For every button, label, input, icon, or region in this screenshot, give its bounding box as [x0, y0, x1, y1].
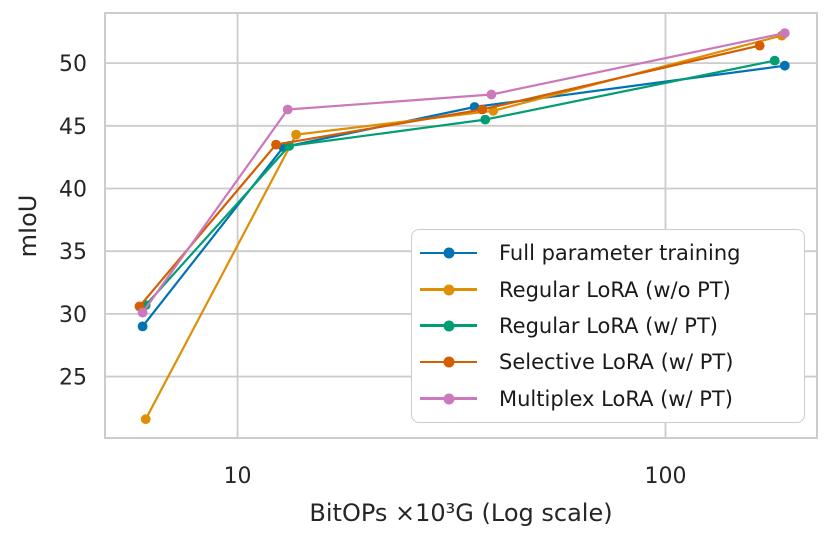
y-tick-label: 45 [59, 115, 87, 140]
y-tick-label: 50 [59, 52, 87, 77]
data-point-marker [140, 414, 151, 425]
legend-label: Multiplex LoRA (w/ PT) [499, 386, 733, 411]
legend-line-marker-icon [420, 356, 477, 369]
data-point-marker [477, 104, 488, 115]
x-axis-label: BitOPs ×10³G (Log scale) [309, 499, 613, 527]
y-tick-label: 25 [59, 366, 87, 391]
legend-label: Full parameter training [499, 241, 741, 266]
legend: Full parameter training Regular LoRA (w/o… [411, 229, 805, 423]
data-point-marker [282, 104, 293, 115]
data-point-marker [480, 114, 491, 125]
series-line [144, 59, 776, 307]
data-point-marker [271, 139, 281, 150]
legend-line-marker-icon [420, 247, 477, 260]
legend-item: Regular LoRA (w/o PT) [420, 278, 798, 302]
series-line [138, 44, 761, 308]
data-point-marker [137, 321, 148, 332]
plot-frame [104, 12, 818, 439]
y-tick-label: 40 [59, 178, 87, 203]
y-tick-label: 35 [59, 240, 87, 265]
data-point-marker [291, 129, 301, 140]
x-tick-label: 100 [644, 464, 686, 489]
data-point-marker [779, 28, 790, 38]
legend-label: Selective LoRA (w/ PT) [499, 350, 734, 375]
legend-line-marker-icon [420, 283, 477, 296]
y-axis-label: mIoU [14, 194, 42, 258]
data-point-marker [769, 55, 780, 66]
legend-label: Regular LoRA (w/ PT) [499, 313, 718, 338]
legend-line-marker-icon [420, 392, 477, 405]
data-point-marker [779, 60, 790, 71]
legend-item: Regular LoRA (w/ PT) [420, 314, 798, 338]
legend-item: Selective LoRA (w/ PT) [420, 350, 798, 374]
data-point-marker [137, 307, 148, 318]
legend-item: Multiplex LoRA (w/ PT) [420, 387, 798, 411]
data-point-marker [486, 89, 497, 100]
x-tick-label: 10 [224, 464, 252, 489]
data-point-marker [754, 40, 765, 51]
y-tick-label: 30 [59, 303, 87, 328]
legend-item: Full parameter training [420, 241, 798, 265]
legend-line-marker-icon [420, 319, 477, 332]
series-line [141, 31, 786, 314]
legend-label: Regular LoRA (w/o PT) [499, 277, 731, 302]
